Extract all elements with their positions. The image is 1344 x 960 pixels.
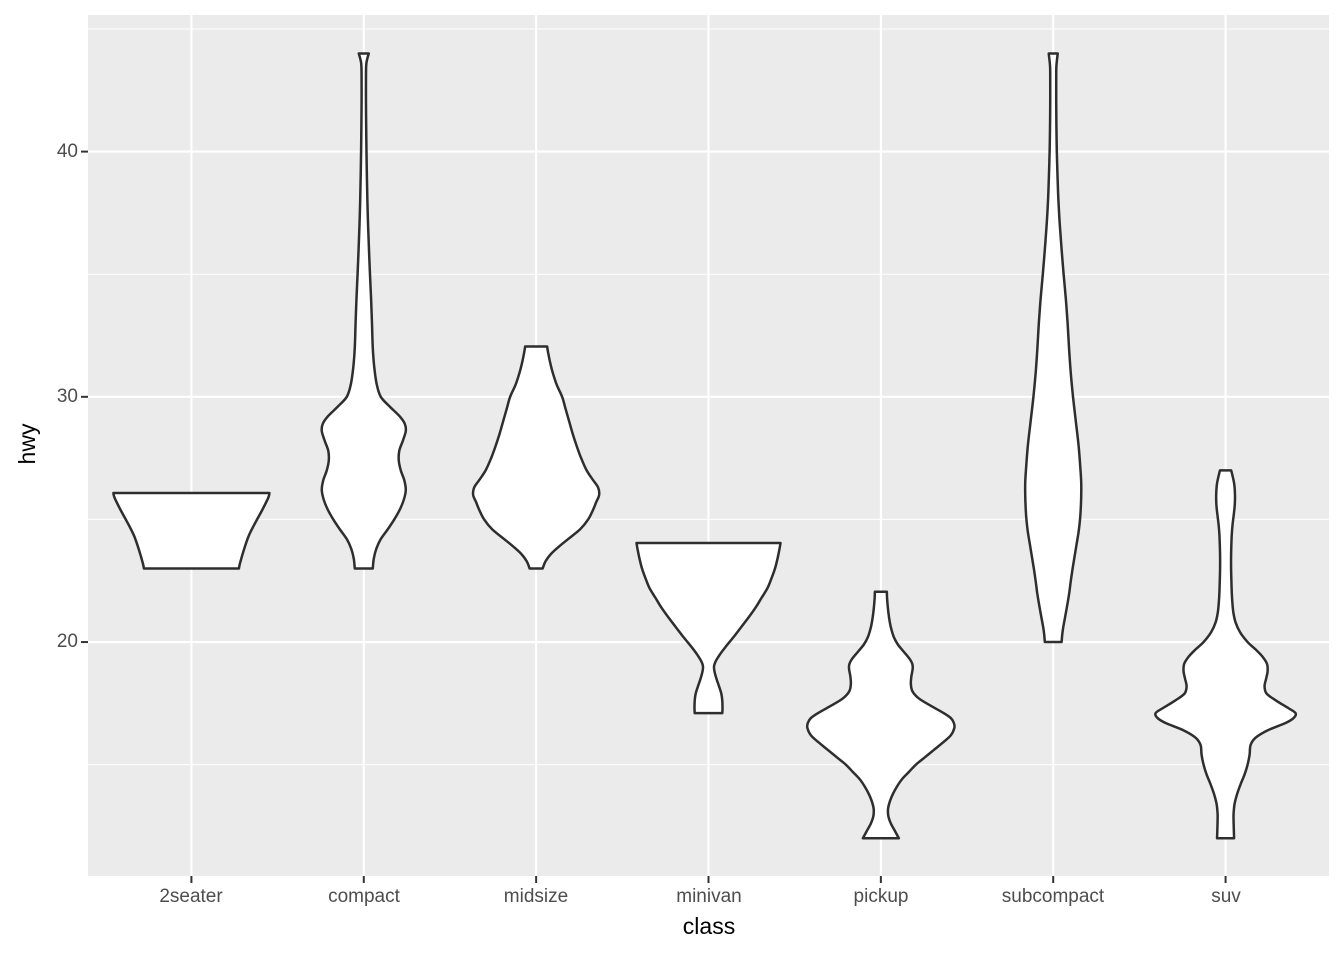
violin-suv [1154,469,1298,840]
violin-2seater [112,491,271,570]
violin-midsize [471,345,601,570]
violin-compact [320,52,408,570]
x-tick-label-subcompact: subcompact [1001,886,1105,907]
x-tick-label-suv: suv [1211,886,1241,907]
violin-minivan [635,541,782,715]
x-tick-label-minivan: minivan [676,886,742,907]
y-tick-label-30: 30 [56,386,78,407]
x-tick-label-midsize: midsize [503,886,569,907]
y-tick-label-20: 20 [56,631,78,652]
y-axis-title: hwy [14,423,40,465]
x-tick-label-2seater: 2seater [159,886,223,907]
violin-subcompact [1023,52,1083,644]
violin-pickup [805,590,956,840]
x-tick-label-pickup: pickup [853,886,909,907]
x-axis-title: class [682,913,736,939]
x-tick-label-compact: compact [328,886,400,907]
y-tick-label-40: 40 [56,141,78,162]
